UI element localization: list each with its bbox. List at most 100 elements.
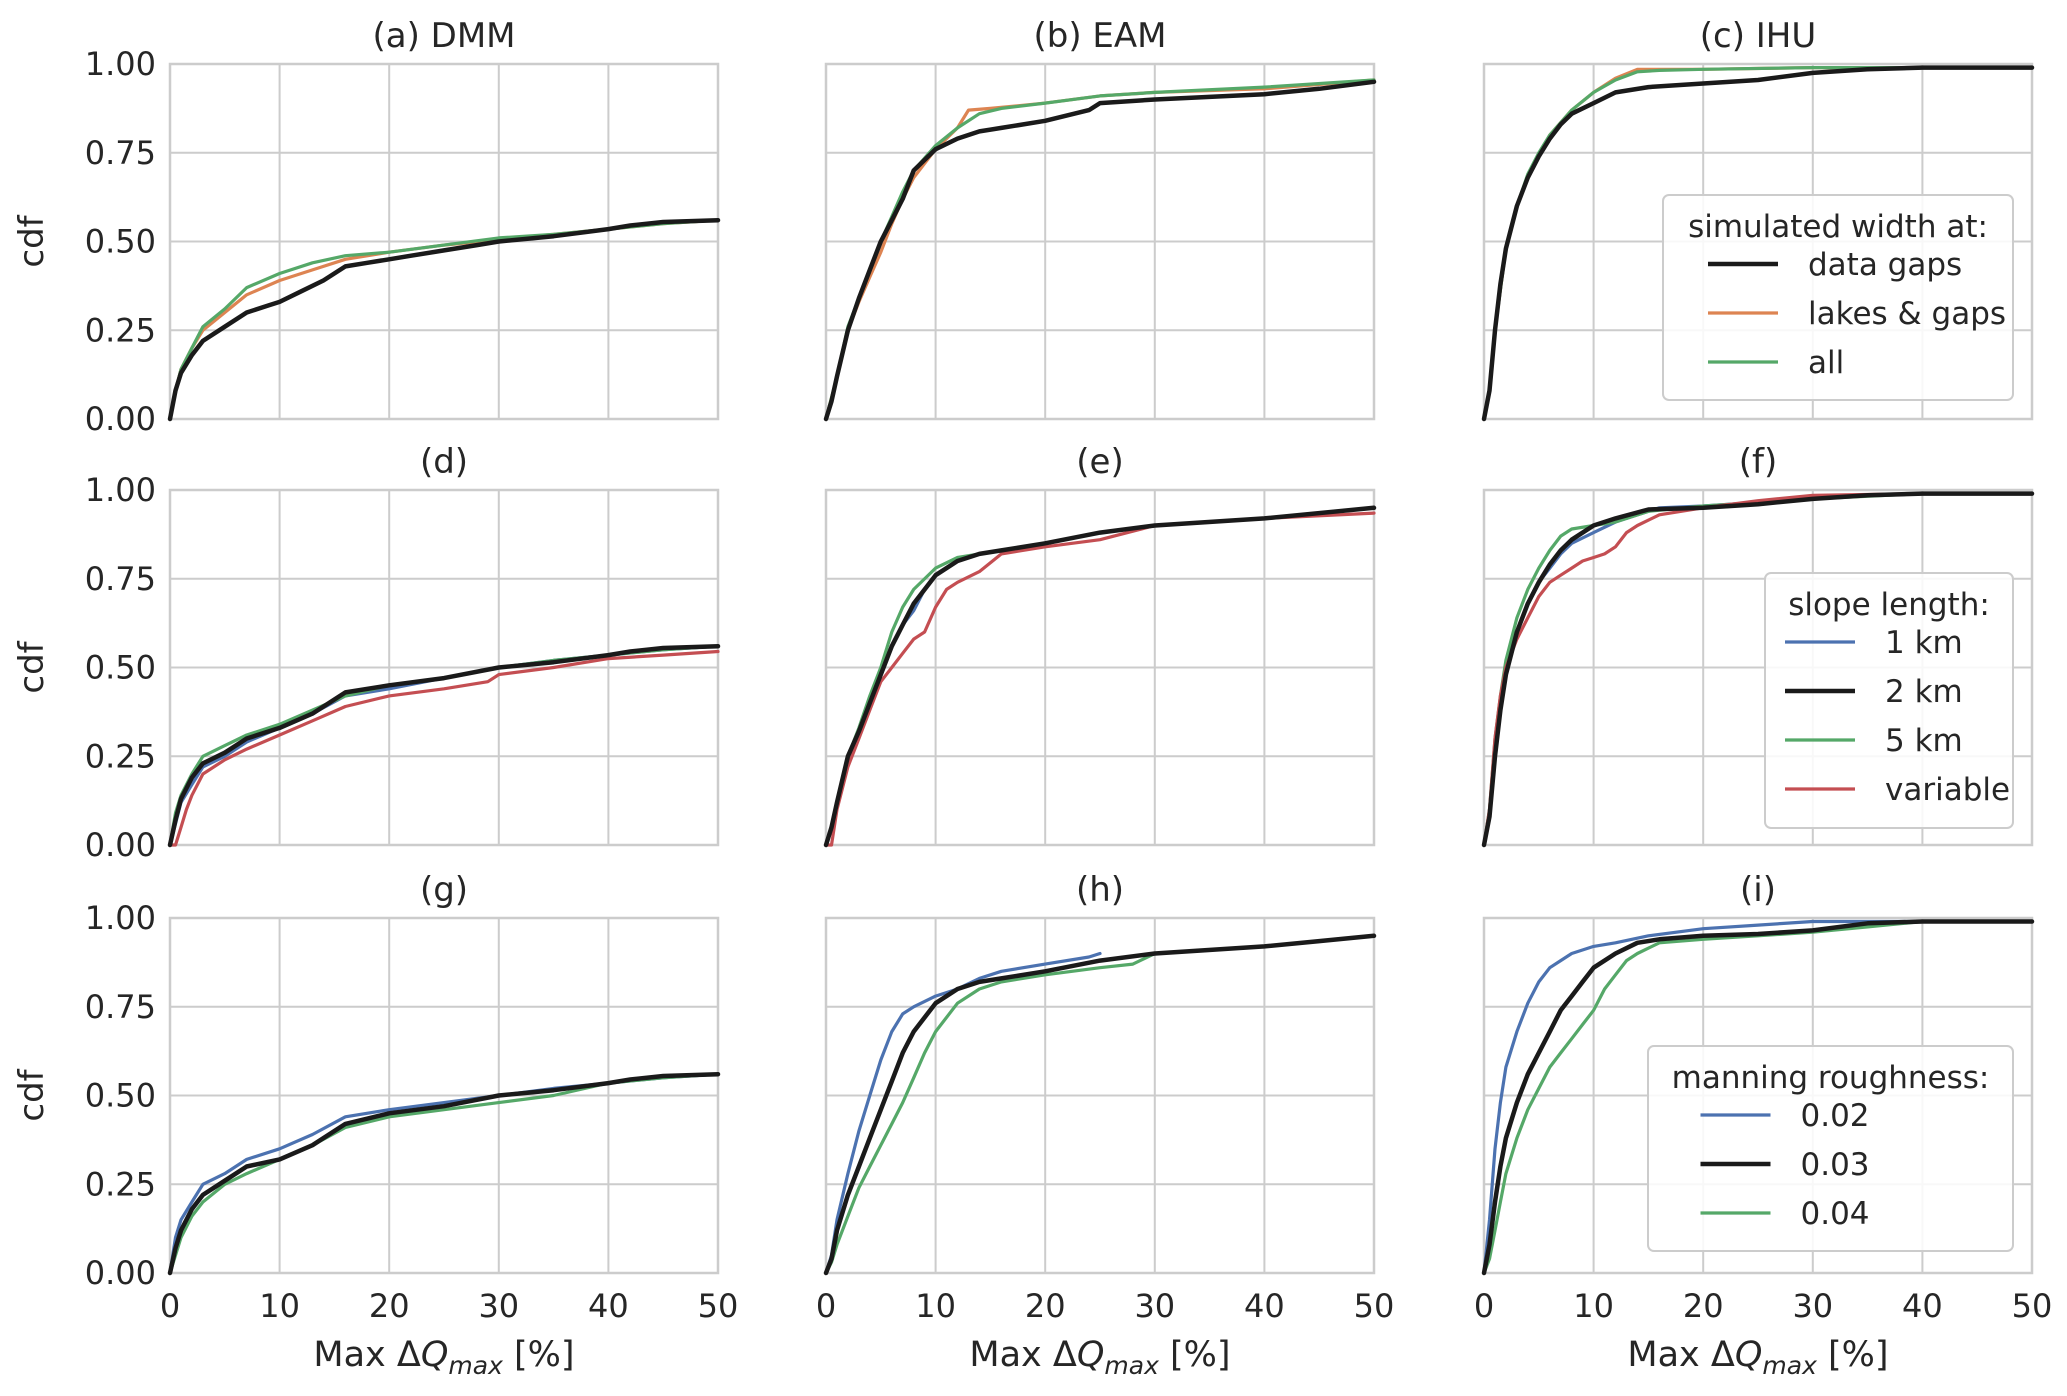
series-line-0-02 <box>824 951 1102 1275</box>
series-line-0-03 <box>823 933 1377 1276</box>
legend-item-label: 2 km <box>1885 674 1963 710</box>
x-tick-label: 10 <box>259 1287 300 1325</box>
x-tick-label: 0 <box>160 1287 180 1325</box>
plot-frame <box>168 62 720 421</box>
subplot-h: (h) 0 10 20 30 40 50 Max ΔQmax [%] <box>816 870 1395 1380</box>
subplot-title: (h) <box>1076 870 1124 910</box>
x-tick-label: 40 <box>588 1287 629 1325</box>
subplot-a: (a) DMM 0.00 0.25 0.50 0.75 1.00 cdf <box>12 16 721 438</box>
series-line-all <box>824 78 1376 421</box>
series-line-lakes-gaps <box>824 78 1376 421</box>
subplot-e: (e) <box>823 442 1377 848</box>
y-tick-label: 0.25 <box>85 737 156 775</box>
legend-item-label: 0.02 <box>1801 1098 1870 1134</box>
legend-box <box>1764 572 2014 829</box>
series-line-5-km <box>824 506 1376 847</box>
x-axis-label: Max ΔQmax [%] <box>313 1335 574 1380</box>
subplot-b: (b) EAM <box>823 16 1377 422</box>
x-axis-label-suffix: [%] <box>1159 1335 1231 1375</box>
plot-frame <box>824 62 1376 421</box>
series-line-data-gaps <box>823 79 1377 422</box>
x-tick-label: 0 <box>816 1287 836 1325</box>
subplot-d: (d) 0.00 0.25 0.50 0.75 1.00 cdf <box>12 442 721 864</box>
x-tick-label: 50 <box>1354 1287 1395 1325</box>
x-axis-label-prefix: Max Δ <box>1627 1335 1734 1375</box>
y-tick-label: 1.00 <box>85 45 156 83</box>
legend-2: slope length:1 km 2 km 5 km variable <box>1764 572 2014 829</box>
legend-1: simulated width at:data gaps lakes & gaps… <box>1662 194 2014 401</box>
y-tick-label: 0.75 <box>85 988 156 1026</box>
y-tick-label: 0.00 <box>85 826 156 864</box>
series-line-2-km <box>167 643 721 848</box>
y-tick-label: 0.00 <box>85 1254 156 1292</box>
subplot-g: (g) 0.00 0.25 0.50 0.75 1.00 cdf 0 10 20 30 40 50 Max… <box>12 870 738 1380</box>
y-axis-label: cdf <box>12 214 52 267</box>
plot-frame <box>168 488 720 847</box>
x-tick-label: 20 <box>1025 1287 1066 1325</box>
x-tick-label: 30 <box>1792 1287 1833 1325</box>
y-tick-label: 1.00 <box>85 899 156 937</box>
plot-frame <box>1482 916 2034 1275</box>
y-tick-label: 0.75 <box>85 134 156 172</box>
y-tick-label: 0.50 <box>85 1077 156 1115</box>
y-tick-label: 1.00 <box>85 471 156 509</box>
x-tick-label: 10 <box>915 1287 956 1325</box>
y-tick-label: 0.25 <box>85 311 156 349</box>
subplot-f: (f) <box>1481 442 2035 848</box>
x-tick-label: 30 <box>1134 1287 1175 1325</box>
plot-frame <box>168 916 720 1275</box>
y-tick-label: 0.25 <box>85 1165 156 1203</box>
series-line-data-gaps <box>1481 65 2035 422</box>
plot-frame <box>1482 488 2034 847</box>
legend-item-label: 0.03 <box>1801 1147 1870 1183</box>
x-tick-label: 50 <box>2012 1287 2053 1325</box>
x-tick-label: 0 <box>1474 1287 1494 1325</box>
series-line-1-km <box>824 506 1376 847</box>
subplot-title: (f) <box>1739 442 1778 482</box>
legend-title: simulated width at: <box>1688 209 1988 245</box>
x-tick-label: 10 <box>1573 1287 1614 1325</box>
x-tick-label: 50 <box>698 1287 739 1325</box>
subplot-title: (a) DMM <box>372 16 515 56</box>
subplot-title: (i) <box>1740 870 1776 910</box>
series-line-0-03 <box>167 1071 721 1276</box>
legend-item-label: 5 km <box>1885 723 1963 759</box>
legend-3: manning roughness:0.02 0.03 0.04 <box>1647 1045 2014 1252</box>
y-tick-label: 0.75 <box>85 560 156 598</box>
x-axis-label-sub: max <box>1104 1351 1159 1380</box>
plot-frame <box>824 916 1376 1275</box>
x-axis-label-sub: max <box>448 1351 503 1380</box>
y-tick-label: 0.50 <box>85 223 156 261</box>
x-tick-label: 20 <box>1683 1287 1724 1325</box>
legend-box <box>1647 1045 2014 1252</box>
legend-title: manning roughness: <box>1672 1060 1990 1096</box>
series-line-variable <box>168 649 720 847</box>
x-tick-label: 40 <box>1244 1287 1285 1325</box>
x-tick-label: 40 <box>1902 1287 1943 1325</box>
legend-item-label: data gaps <box>1808 247 1962 283</box>
x-axis-label-var: Q <box>1077 1335 1105 1375</box>
series-line-data-gaps <box>167 217 721 422</box>
x-tick-label: 30 <box>478 1287 519 1325</box>
legend-item-label: 1 km <box>1885 625 1963 661</box>
x-axis-label-prefix: Max Δ <box>313 1335 420 1375</box>
y-axis-label: cdf <box>12 1068 52 1121</box>
x-axis-label-var: Q <box>421 1335 449 1375</box>
y-tick-label: 0.50 <box>85 649 156 687</box>
x-tick-label: 20 <box>369 1287 410 1325</box>
series-line-0-02 <box>1482 919 2034 1275</box>
x-axis-label-prefix: Max Δ <box>969 1335 1076 1375</box>
subplot-title: (c) IHU <box>1700 16 1817 56</box>
subplot-title: (d) <box>420 442 468 482</box>
subplot-title: (e) <box>1076 442 1123 482</box>
legend-item-label: all <box>1808 345 1844 381</box>
subplot-title: (b) EAM <box>1034 16 1167 56</box>
series-line-2-km <box>823 505 1377 848</box>
series-line-0-04 <box>824 951 1157 1275</box>
x-axis-label-suffix: [%] <box>1817 1335 1889 1375</box>
plot-frame <box>824 488 1376 847</box>
legend-item-label: 0.04 <box>1801 1196 1870 1232</box>
legend-item-label: variable <box>1885 772 2010 808</box>
series-line-variable <box>824 511 1376 847</box>
x-axis-label: Max ΔQmax [%] <box>969 1335 1230 1380</box>
